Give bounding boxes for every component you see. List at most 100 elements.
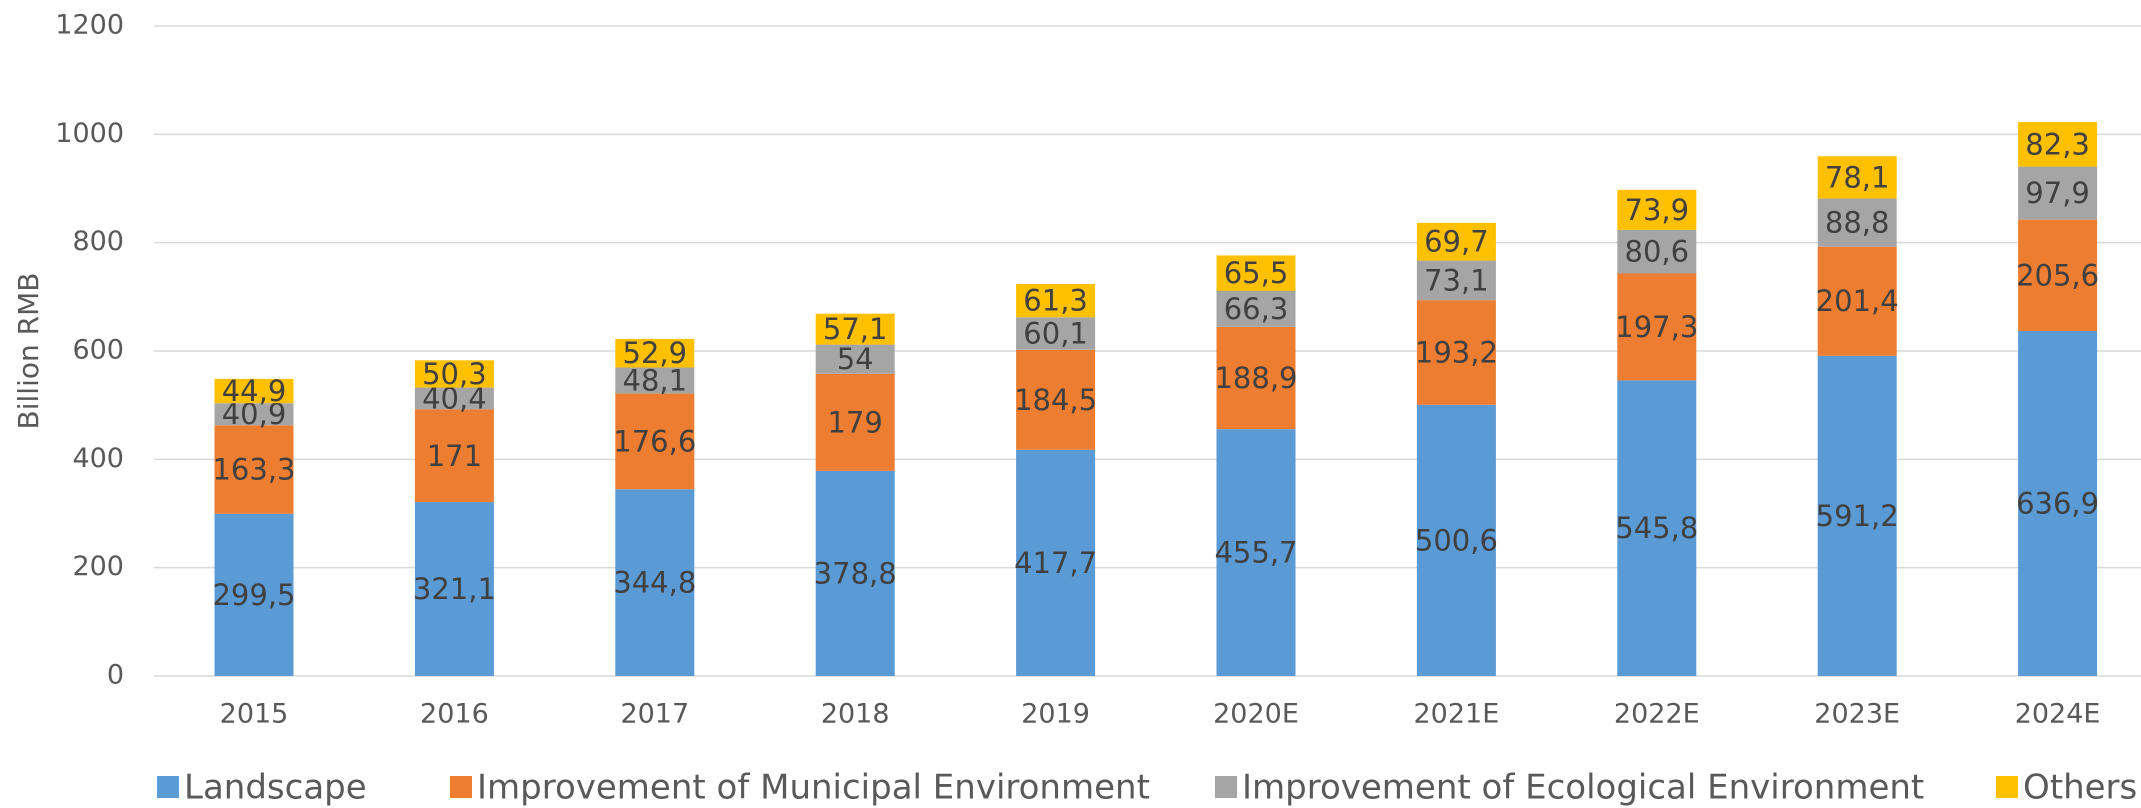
data-label: 378,8	[814, 556, 897, 590]
bar-segment	[1416, 404, 1496, 676]
bar-segment	[1216, 255, 1296, 291]
x-tick-label: 2018	[821, 699, 890, 730]
bar-segment	[1416, 260, 1496, 301]
x-tick-label: 2017	[620, 699, 689, 730]
bar-segment	[815, 470, 895, 676]
bar-segment	[414, 409, 494, 503]
data-label: 299,5	[212, 578, 295, 612]
bar-segment	[1617, 229, 1697, 274]
bar-segment	[815, 373, 895, 471]
bar-segment	[815, 313, 895, 345]
data-label: 188,9	[1214, 361, 1297, 395]
data-label: 82,3	[2025, 127, 2090, 161]
data-label: 321,1	[413, 572, 496, 606]
data-label: 80,6	[1625, 235, 1690, 269]
y-axis-title: Billion RMB	[12, 273, 45, 430]
y-tick-label: 1200	[55, 10, 124, 41]
data-label: 48,1	[623, 364, 688, 398]
data-label: 50,3	[422, 357, 487, 391]
data-label: 417,7	[1014, 546, 1097, 580]
bar-segment	[1617, 273, 1697, 381]
legend-swatch	[157, 776, 179, 798]
data-label: 88,8	[1825, 206, 1890, 240]
y-tick-label: 600	[72, 335, 124, 366]
data-label: 54	[837, 342, 874, 376]
data-label: 69,7	[1424, 225, 1489, 259]
bar-segment	[414, 360, 494, 388]
x-tick-label: 2022E	[1614, 699, 1700, 730]
bar-segment	[1617, 380, 1697, 676]
data-label: 60,1	[1023, 317, 1088, 351]
bar-segment	[615, 367, 695, 394]
data-label: 500,6	[1415, 523, 1498, 557]
bar-segment	[1016, 349, 1096, 450]
y-tick-label: 400	[72, 443, 124, 474]
data-label: 201,4	[1816, 284, 1899, 318]
bar-segment	[615, 393, 695, 490]
x-tick-label: 2024E	[2015, 699, 2101, 730]
data-label: 78,1	[1825, 160, 1890, 194]
x-tick-label: 2015	[220, 699, 289, 730]
bar-segment	[1016, 449, 1096, 676]
bar-segment	[214, 378, 294, 404]
data-label: 73,1	[1424, 263, 1489, 297]
bar-segment	[1817, 246, 1897, 356]
data-label: 591,2	[1816, 499, 1899, 533]
data-label: 171	[427, 439, 482, 473]
y-tick-label: 200	[72, 551, 124, 582]
data-label: 176,6	[613, 424, 696, 458]
data-label: 179	[828, 405, 883, 439]
bar-segment	[615, 338, 695, 368]
x-tick-label: 2021E	[1414, 699, 1500, 730]
bar-segment	[414, 502, 494, 676]
bar-segment	[1416, 222, 1496, 261]
legend-label: Others	[2023, 768, 2137, 808]
bar-segment	[2018, 166, 2098, 220]
data-label: 97,9	[2025, 176, 2090, 210]
bar-segment	[214, 403, 294, 426]
bar-segment	[2018, 219, 2098, 332]
bar-segment	[414, 387, 494, 410]
bar-segment	[1016, 284, 1096, 318]
bar-segment	[214, 425, 294, 514]
data-label: 344,8	[613, 566, 696, 600]
legend-label: Landscape	[184, 768, 367, 808]
bar-segment	[2018, 122, 2098, 167]
data-label: 66,3	[1224, 292, 1289, 326]
data-label: 455,7	[1214, 536, 1297, 570]
data-label: 57,1	[823, 312, 888, 346]
data-label: 184,5	[1014, 383, 1097, 417]
bar-segment	[214, 513, 294, 676]
bar-segment	[1016, 317, 1096, 350]
legend-swatch	[1215, 776, 1237, 798]
bar-segment	[1216, 326, 1296, 430]
data-label: 44,9	[222, 374, 287, 408]
bar-segment	[1817, 198, 1897, 247]
data-label: 65,5	[1224, 256, 1289, 290]
data-label: 193,2	[1415, 336, 1498, 370]
bar-segment	[815, 344, 895, 374]
bar-segment	[1617, 189, 1697, 230]
legend-label: Improvement of Ecological Environment	[1242, 768, 1924, 808]
x-tick-label: 2020E	[1213, 699, 1299, 730]
bar-segment	[2018, 331, 2098, 676]
bar-segment	[1216, 429, 1296, 676]
data-label: 52,9	[623, 336, 688, 370]
x-tick-label: 2016	[420, 699, 489, 730]
y-tick-label: 0	[107, 660, 124, 691]
legend-label: Improvement of Municipal Environment	[477, 768, 1150, 808]
y-tick-label: 800	[72, 226, 124, 257]
data-label: 205,6	[2016, 258, 2099, 292]
data-label: 545,8	[1615, 511, 1698, 545]
data-label: 636,9	[2016, 487, 2099, 521]
legend-swatch	[1996, 776, 2018, 798]
bar-segment	[1817, 156, 1897, 199]
data-label: 163,3	[212, 453, 295, 487]
bar-segment	[1216, 290, 1296, 327]
legend-swatch	[450, 776, 472, 798]
y-tick-label: 1000	[55, 118, 124, 149]
bar-segment	[615, 489, 695, 676]
x-tick-label: 2023E	[1814, 699, 1900, 730]
bar-segment	[1416, 300, 1496, 405]
